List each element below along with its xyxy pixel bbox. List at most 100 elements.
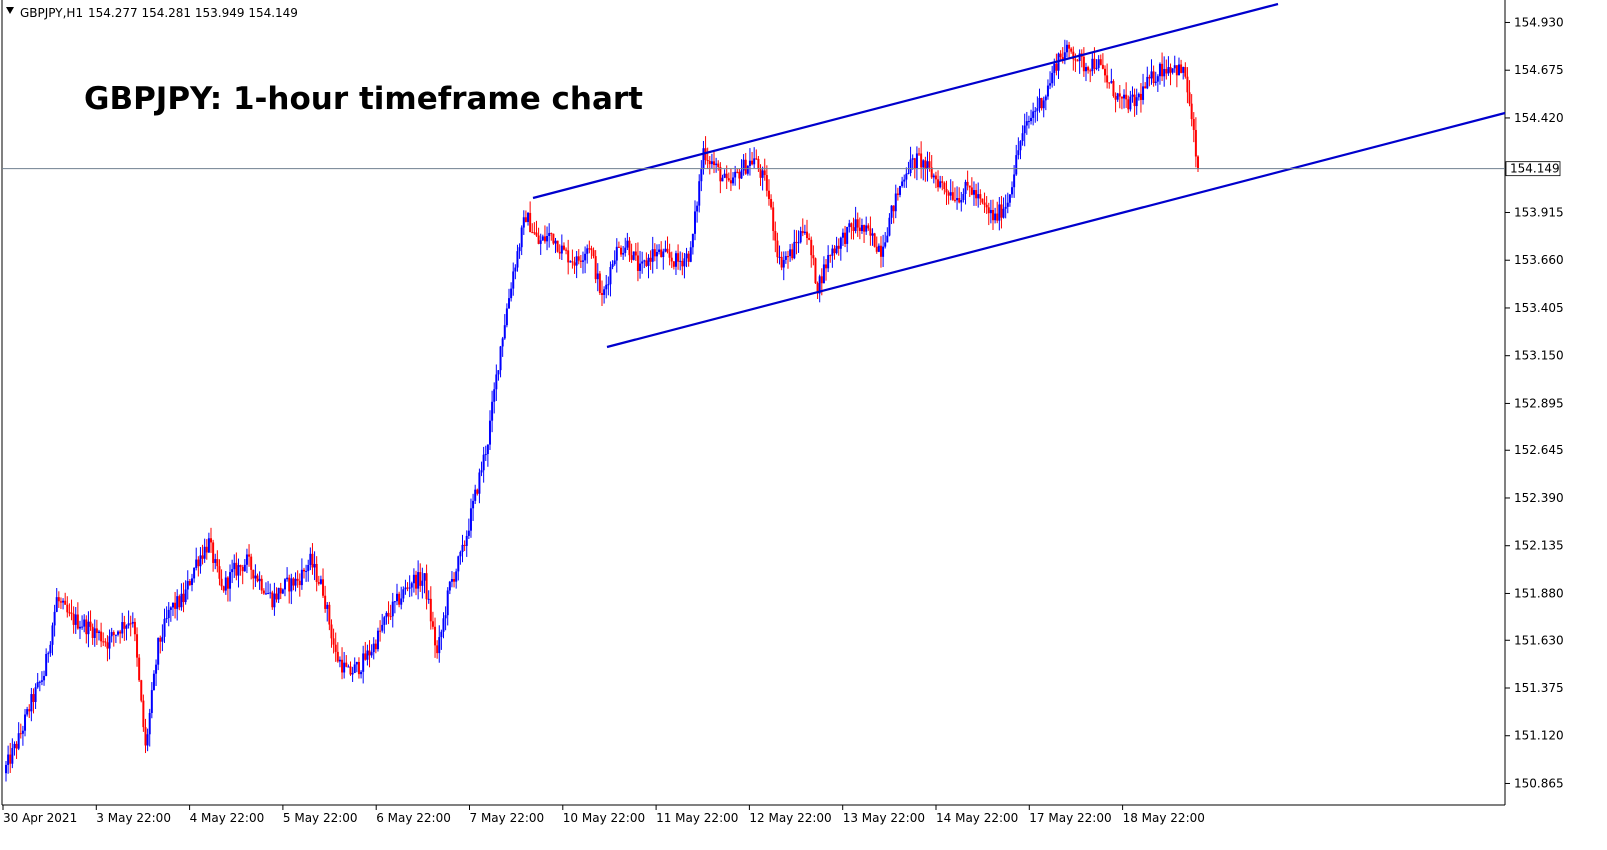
candle-body	[1106, 75, 1109, 83]
candle-body	[1144, 86, 1147, 89]
candle-body	[584, 253, 587, 261]
candle-body	[548, 232, 551, 236]
candle-body	[674, 253, 677, 267]
candle-body	[400, 598, 403, 605]
price-tick-label: 152.895	[1514, 396, 1564, 410]
candle-body	[36, 682, 39, 688]
channel-lower-line[interactable]	[606, 111, 1506, 349]
candle-body	[924, 160, 927, 169]
candles-layer	[5, 39, 1199, 782]
candle-body	[275, 593, 278, 600]
candle-body	[514, 267, 517, 272]
candle-body	[1152, 71, 1155, 83]
price-tick-label: 154.930	[1514, 15, 1564, 29]
candle-body	[679, 260, 682, 262]
candle-body	[423, 573, 426, 581]
candle-body	[161, 636, 164, 642]
candle-body	[556, 240, 559, 252]
candle-body	[510, 288, 513, 299]
candle-body	[1051, 72, 1054, 84]
candle-body	[131, 621, 134, 624]
time-tick-label: 5 May 22:00	[283, 811, 358, 825]
candle-body	[651, 249, 654, 262]
candle-body	[220, 578, 223, 587]
candle-body	[357, 661, 360, 675]
candle-body	[108, 636, 111, 649]
candle-body	[303, 569, 305, 572]
candle-body	[294, 578, 297, 586]
candle-body	[827, 255, 830, 269]
candle-body	[207, 538, 210, 553]
candle-body	[81, 626, 84, 628]
candle-body	[1186, 76, 1189, 93]
candle-body	[368, 650, 371, 656]
dropdown-triangle-icon[interactable]	[6, 7, 14, 14]
candle-body	[757, 158, 760, 169]
candle-body	[844, 232, 847, 244]
candle-body	[1131, 94, 1134, 97]
candle-body	[520, 227, 523, 248]
candle-body	[391, 601, 394, 617]
candle-body	[199, 555, 202, 567]
candle-body	[774, 231, 777, 241]
candle-body	[231, 569, 234, 573]
candle-body	[322, 579, 325, 596]
candle-body	[463, 544, 466, 546]
candle-body	[83, 619, 86, 627]
candle-body	[873, 233, 876, 247]
price-tick-label: 152.645	[1514, 443, 1564, 457]
candle-body	[279, 587, 282, 594]
candle-body	[746, 165, 749, 174]
candle-body	[59, 601, 62, 603]
candle-body	[254, 575, 257, 579]
candle-body	[133, 621, 136, 635]
time-tick-label: 30 Apr 2021	[3, 811, 77, 825]
candle-body	[753, 158, 756, 165]
candle-body	[248, 554, 251, 557]
candle-body	[668, 252, 671, 258]
candle-body	[252, 569, 255, 579]
candle-body	[91, 626, 94, 638]
candle-body	[243, 564, 246, 572]
candle-body	[894, 193, 897, 212]
candle-body	[7, 754, 10, 765]
channel-upper-line[interactable]	[532, 2, 1279, 200]
candle-body	[218, 566, 221, 579]
candle-body	[364, 653, 367, 660]
candle-body	[114, 634, 117, 636]
candle-body	[478, 472, 481, 494]
candle-body	[1074, 59, 1077, 61]
candle-body	[1163, 68, 1166, 77]
candle-body	[106, 642, 109, 649]
candle-body	[72, 613, 75, 625]
candle-body	[64, 600, 67, 605]
candle-body	[913, 158, 916, 169]
candle-body	[129, 623, 132, 625]
candle-body	[592, 250, 595, 257]
current-price-label: 154.149	[1510, 162, 1560, 176]
candle-body	[617, 246, 620, 248]
candle-body	[871, 233, 874, 236]
candle-body	[899, 186, 901, 195]
candle-body	[415, 574, 418, 589]
time-axis: 30 Apr 2021 3 May 22:00 4 May 22:00 5 May 2…	[2, 805, 1205, 825]
candle-body	[799, 231, 802, 243]
candle-body	[182, 593, 185, 603]
candle-body	[1182, 67, 1185, 73]
candle-body	[991, 209, 994, 221]
candle-body	[1112, 81, 1115, 97]
candle-body	[886, 235, 889, 243]
candle-body	[831, 248, 834, 256]
candle-body	[622, 252, 625, 255]
candle-body	[136, 634, 139, 658]
candle-body	[436, 645, 439, 654]
candle-body	[1011, 187, 1014, 195]
candle-body	[450, 578, 453, 582]
candle-body	[1027, 121, 1030, 123]
candle-body	[309, 553, 312, 566]
price-tick-label: 151.880	[1514, 586, 1564, 600]
candle-body	[1194, 129, 1197, 157]
candle-body	[262, 590, 265, 594]
candle-body	[943, 182, 946, 189]
